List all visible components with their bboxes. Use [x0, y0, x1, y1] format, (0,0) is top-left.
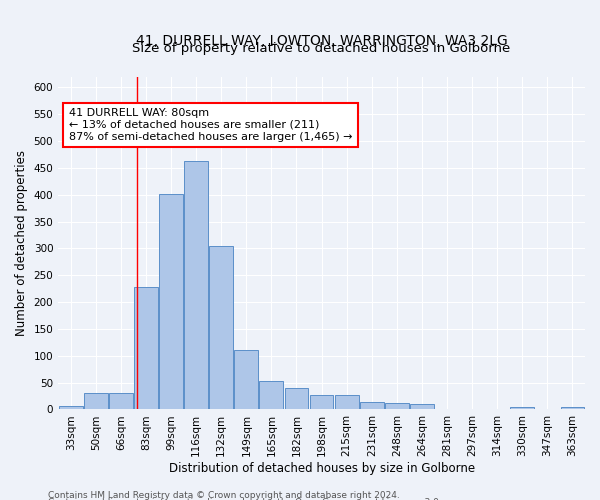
- Bar: [259, 381, 283, 410]
- Bar: [84, 394, 108, 409]
- Bar: [235, 350, 258, 410]
- Bar: [360, 402, 383, 409]
- X-axis label: Distribution of detached houses by size in Golborne: Distribution of detached houses by size …: [169, 462, 475, 475]
- Bar: [511, 407, 534, 410]
- Bar: [159, 194, 183, 410]
- Text: Contains HM Land Registry data © Crown copyright and database right 2024.: Contains HM Land Registry data © Crown c…: [48, 490, 400, 500]
- Bar: [59, 406, 83, 409]
- Text: 41 DURRELL WAY: 80sqm
← 13% of detached houses are smaller (211)
87% of semi-det: 41 DURRELL WAY: 80sqm ← 13% of detached …: [69, 108, 352, 142]
- Bar: [109, 394, 133, 409]
- Bar: [184, 161, 208, 410]
- Bar: [209, 246, 233, 410]
- Bar: [134, 287, 158, 410]
- Y-axis label: Number of detached properties: Number of detached properties: [15, 150, 28, 336]
- Bar: [385, 403, 409, 409]
- Bar: [284, 388, 308, 409]
- Bar: [335, 395, 359, 409]
- Text: 41, DURRELL WAY, LOWTON, WARRINGTON, WA3 2LG: 41, DURRELL WAY, LOWTON, WARRINGTON, WA3…: [136, 34, 508, 48]
- Text: Contains public sector information licensed under the Open Government Licence v3: Contains public sector information licen…: [48, 498, 442, 500]
- Title: Size of property relative to detached houses in Golborne: Size of property relative to detached ho…: [133, 42, 511, 54]
- Bar: [410, 404, 434, 409]
- Bar: [310, 395, 334, 409]
- Bar: [560, 407, 584, 410]
